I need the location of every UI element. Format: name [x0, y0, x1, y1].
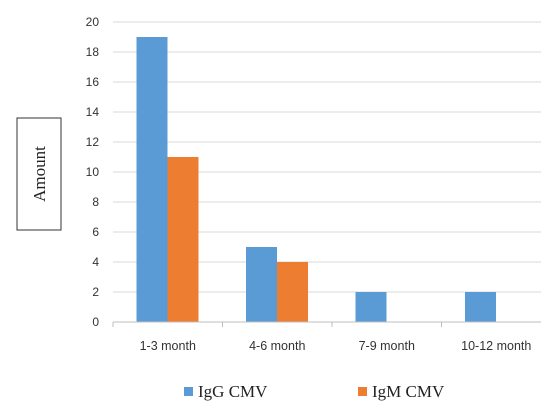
y-tick-label: 0	[92, 315, 99, 329]
bar-igg	[465, 292, 496, 322]
category-label: 4-6 month	[249, 339, 305, 353]
y-tick-label: 2	[92, 285, 99, 299]
legend-swatch-igg	[184, 387, 193, 396]
bar-igm	[167, 157, 199, 322]
y-tick-label: 20	[86, 15, 100, 29]
legend-label-igm: IgM CMV	[372, 382, 445, 401]
y-tick-label: 14	[86, 105, 100, 119]
bar-igg	[246, 247, 277, 322]
y-tick-label: 18	[86, 45, 100, 59]
y-tick-label: 12	[86, 135, 100, 149]
y-axis-ticks: 0 2 4 6 8 10 12 14 16 18 20	[86, 15, 100, 329]
y-tick-label: 16	[86, 75, 100, 89]
category-label: 1-3 month	[140, 339, 196, 353]
category-labels: 1-3 month 4-6 month 7-9 month 10-12 month	[140, 339, 532, 353]
category-label: 7-9 month	[359, 339, 415, 353]
legend-swatch-igm	[358, 387, 367, 396]
legend: IgG CMV IgM CMV	[184, 382, 445, 401]
category-label: 10-12 month	[461, 339, 531, 353]
y-tick-label: 8	[92, 195, 99, 209]
y-tick-label: 6	[92, 225, 99, 239]
y-tick-label: 4	[92, 255, 99, 269]
x-axis-ticks	[112, 322, 442, 327]
y-axis-label: Amount	[30, 146, 49, 202]
y-tick-label: 10	[86, 165, 100, 179]
bar-igg	[136, 37, 168, 322]
bars	[136, 37, 496, 322]
bar-igm	[277, 262, 308, 322]
bar-igg	[355, 292, 387, 322]
legend-label-igg: IgG CMV	[198, 382, 268, 401]
y-axis-label-box	[16, 117, 62, 231]
